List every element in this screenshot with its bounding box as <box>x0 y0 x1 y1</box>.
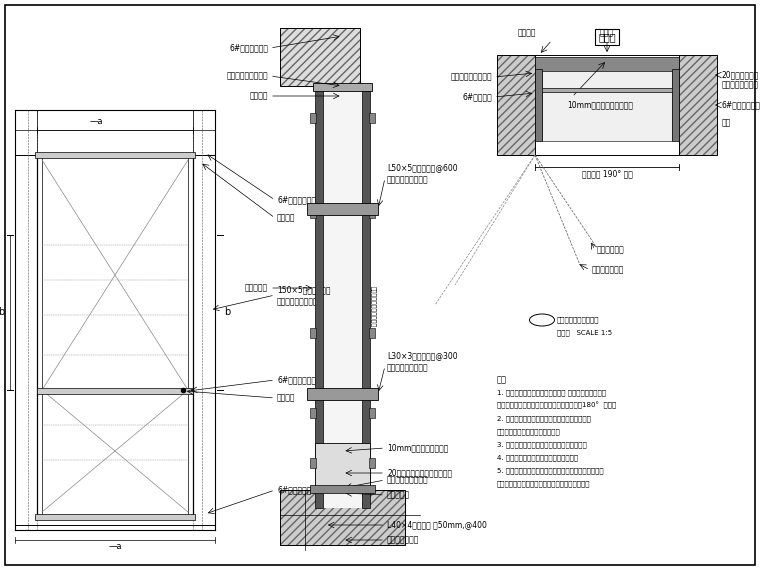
Bar <box>310 328 316 338</box>
Bar <box>280 490 405 545</box>
Bar <box>323 91 362 508</box>
Bar <box>497 55 535 155</box>
Text: 石材临门开启线: 石材临门开启线 <box>592 266 625 275</box>
Text: 石材暗门竖向剖面大样图: 石材暗门竖向剖面大样图 <box>370 287 375 328</box>
Bar <box>315 91 323 508</box>
Bar <box>307 388 378 400</box>
Text: 4. 图中标注的钢龙骨尺寸均为净小尺寸。: 4. 图中标注的钢龙骨尺寸均为净小尺寸。 <box>497 454 578 461</box>
Bar <box>369 408 375 418</box>
Text: 自由开启。石材临门开启后应保证管井防火门180°  开启。: 自由开启。石材临门开启后应保证管井防火门180° 开启。 <box>497 402 616 409</box>
Bar <box>37 155 193 517</box>
Text: —a: —a <box>108 542 122 551</box>
Bar <box>369 458 375 468</box>
Bar <box>310 408 316 418</box>
Bar <box>42 157 188 515</box>
Text: 5. 应时应产品执行《万达消防管井门节点上艺标准》，: 5. 应时应产品执行《万达消防管井门节点上艺标准》， <box>497 467 603 474</box>
Bar <box>35 152 195 158</box>
Bar <box>535 57 679 71</box>
Bar <box>307 203 378 215</box>
Bar <box>362 91 370 508</box>
Bar <box>679 55 717 155</box>
Text: 6#镀锌地顶: 6#镀锌地顶 <box>462 92 492 101</box>
Text: 中间至少加一根积棒: 中间至少加一根积棒 <box>277 298 318 307</box>
Text: 人样图   SCALE 1:5: 人样图 SCALE 1:5 <box>557 329 612 336</box>
Text: 参见平柱石材节点: 参见平柱石材节点 <box>722 80 759 89</box>
Text: L40×4镀锌角钢 长50mm,@400: L40×4镀锌角钢 长50mm,@400 <box>387 520 487 530</box>
Text: 6#热镀锌槽钢: 6#热镀锌槽钢 <box>277 486 312 495</box>
Text: L50×5镀锌角钢，@600: L50×5镀锌角钢，@600 <box>387 164 458 173</box>
Text: b: b <box>0 307 4 317</box>
Text: 地面完成面: 地面完成面 <box>387 491 410 499</box>
Text: 150×5热镀锌角钢型: 150×5热镀锌角钢型 <box>277 286 331 295</box>
Text: 6#热镀锌槽钢钩顶: 6#热镀锌槽钢钩顶 <box>277 376 321 385</box>
Bar <box>369 328 375 338</box>
Text: 发火门框: 发火门框 <box>518 28 537 37</box>
Text: 踩踏位置: 踩踏位置 <box>277 214 296 222</box>
Bar <box>672 69 679 141</box>
Bar <box>280 28 360 86</box>
Text: 6#热镀锌槽钢次梁: 6#热镀锌槽钢次梁 <box>277 196 321 205</box>
Bar <box>315 443 370 488</box>
Text: 2. 如管井防火门为双扇门时，石材临门也应该为: 2. 如管井防火门为双扇门时，石材临门也应该为 <box>497 415 591 422</box>
Bar <box>497 55 535 155</box>
Bar <box>280 490 405 545</box>
Bar <box>535 69 542 141</box>
Bar <box>310 208 316 218</box>
Text: L30×3镀锌角钢，@300: L30×3镀锌角钢，@300 <box>387 352 458 360</box>
Bar <box>535 88 679 92</box>
Text: 防火门: 防火门 <box>600 28 614 37</box>
Text: 双井石材贴门，说法参考单矩门。: 双井石材贴门，说法参考单矩门。 <box>497 428 561 434</box>
Text: 《万达消防店石材面边管节标准》中的相关规定。: 《万达消防店石材面边管节标准》中的相关规定。 <box>497 480 591 487</box>
Bar <box>310 113 316 123</box>
Text: 防火门开启线: 防火门开启线 <box>597 246 625 254</box>
Bar <box>535 55 679 155</box>
Bar <box>310 458 316 468</box>
Text: 踩踏位置: 踩踏位置 <box>249 92 268 100</box>
Bar <box>542 71 672 141</box>
Text: 订制不锈钢天地门轴: 订制不锈钢天地门轴 <box>226 71 268 80</box>
Text: 型钢板螺栓扣订: 型钢板螺栓扣订 <box>387 535 420 544</box>
Ellipse shape <box>530 314 555 326</box>
Text: 暗门拉手: 暗门拉手 <box>277 393 296 402</box>
Text: 20厚石材完成面（石材暗门）: 20厚石材完成面（石材暗门） <box>387 469 452 478</box>
Text: 订制不锈钢天地门轴: 订制不锈钢天地门轴 <box>387 475 429 484</box>
Text: 6#镀锌格栅桥梁: 6#镀锌格栅桥梁 <box>229 43 268 52</box>
Text: 3. 开门钢骨架梁内及各节间至少加一连积棒。: 3. 开门钢骨架梁内及各节间至少加一连积棒。 <box>497 441 587 447</box>
Text: 中间至少加一根积棒: 中间至少加一根积棒 <box>387 364 429 373</box>
Bar <box>280 28 360 86</box>
Text: 20厚台材完成面: 20厚台材完成面 <box>722 71 759 79</box>
Text: b: b <box>224 307 230 317</box>
Text: 管井防火门: 管井防火门 <box>245 283 268 292</box>
Text: 6#镀锌槽钢到顶: 6#镀锌槽钢到顶 <box>722 100 760 109</box>
Text: 注：: 注： <box>497 375 507 384</box>
Text: —a: —a <box>90 117 103 126</box>
Text: 10mm厚玻钣板封闭钢骨架: 10mm厚玻钣板封闭钢骨架 <box>567 100 633 109</box>
Text: 订制不锈钢人士门滑: 订制不锈钢人士门滑 <box>451 72 492 82</box>
Text: 管道间: 管道间 <box>598 32 616 42</box>
Text: 1. 管井门石材墙门应按照设计方案 固定并保证防火门能: 1. 管井门石材墙门应按照设计方案 固定并保证防火门能 <box>497 389 606 396</box>
Text: 钢と铲井 190° 开口: 钢と铲井 190° 开口 <box>581 169 632 178</box>
Bar <box>369 208 375 218</box>
Bar <box>37 388 193 394</box>
Text: 管上石材石门口处俯角: 管上石材石门口处俯角 <box>557 317 600 323</box>
Text: 拉于: 拉于 <box>722 119 731 128</box>
Bar <box>369 113 375 123</box>
Text: 10mm厚玻钣封闭钢骨架: 10mm厚玻钣封闭钢骨架 <box>387 443 448 453</box>
Bar <box>313 83 372 91</box>
Bar <box>310 485 375 493</box>
Bar <box>679 55 717 155</box>
Text: 中间至少加一根积棒: 中间至少加一根积棒 <box>387 176 429 185</box>
Bar <box>35 514 195 520</box>
